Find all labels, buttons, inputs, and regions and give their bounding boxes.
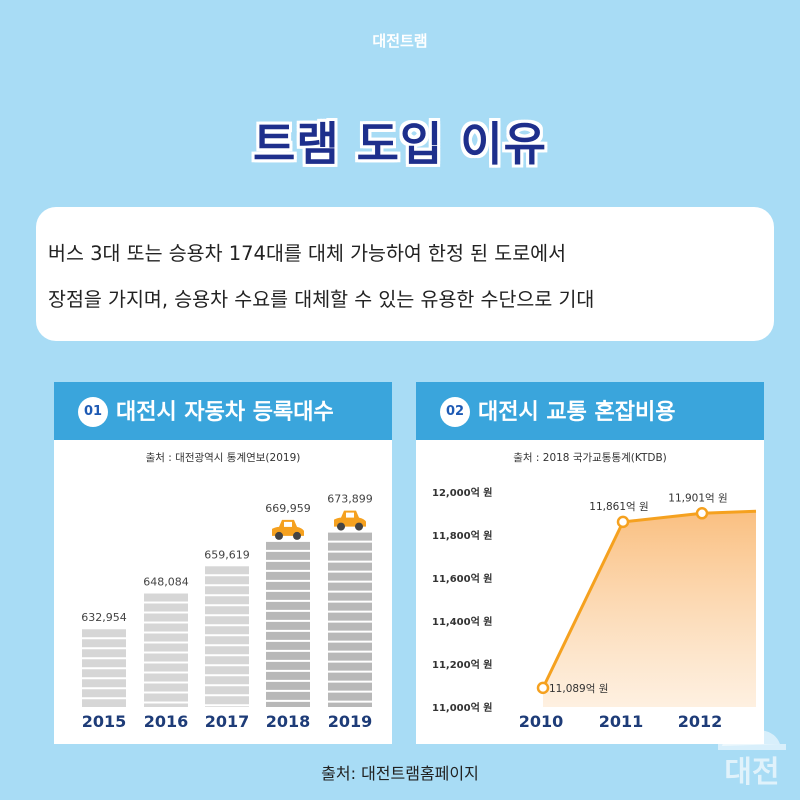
car-icon <box>334 510 366 531</box>
car-wheel <box>293 531 301 540</box>
registration-panel-header: 01 대전시 자동차 등록대수 <box>54 382 392 440</box>
panel-number-badge: 02 <box>440 397 470 427</box>
bar-fill <box>266 541 310 707</box>
car-body <box>272 519 304 536</box>
y-tick-label: 11,400억 원 <box>432 615 492 628</box>
bar-fill <box>144 593 188 707</box>
congestion-panel: 02 대전시 교통 혼잡비용 출처 : 2018 국가교통통계(KTDB) 11… <box>416 382 764 744</box>
series-line-tail <box>701 509 757 515</box>
data-label: 11,089억 원 <box>549 683 608 695</box>
congestion-panel-title: 대전시 교통 혼잡비용 <box>478 400 676 425</box>
area-fill <box>543 511 756 707</box>
y-tick-label: 11,000억 원 <box>432 701 492 714</box>
bar-value-label: 632,954 <box>81 611 127 624</box>
y-tick-label: 12,000억 원 <box>432 486 492 499</box>
watermark-text: 대전 <box>724 755 779 790</box>
bar-value-label: 648,084 <box>143 576 189 589</box>
registration-bar-chart: 632,954 2015 648,084 2016 659,619 2017 669,959… <box>81 493 373 731</box>
x-tick-label: 2018 <box>266 712 311 731</box>
description-line-2: 장점을 가지며, 승용차 수요를 대체할 수 있는 유용한 수단으로 기대 <box>48 288 595 311</box>
bar-value-label: 673,899 <box>327 493 373 506</box>
data-label: 11,861억 원 <box>589 501 648 513</box>
data-point <box>616 515 630 529</box>
description-line-1: 버스 3대 또는 승용차 174대를 대체 가능하여 한정 된 도로에서 <box>48 242 567 265</box>
car-wheel <box>337 522 345 531</box>
congestion-panel-header: 02 대전시 교통 혼잡비용 <box>416 382 764 440</box>
car-window <box>284 521 292 527</box>
y-tick-label: 11,200억 원 <box>432 658 492 671</box>
bar-2017 <box>205 566 249 707</box>
bar-2019 <box>328 532 372 707</box>
data-label: 11,901억 원 <box>668 492 727 504</box>
congestion-source: 출처 : 2018 국가교통통계(KTDB) <box>513 452 667 464</box>
x-tick-label: 2019 <box>328 712 373 731</box>
y-tick-label: 11,800억 원 <box>432 529 492 542</box>
x-tick-label: 2015 <box>82 712 127 731</box>
x-tick-label: 2010 <box>519 712 564 731</box>
x-tick-label: 2017 <box>205 712 250 731</box>
congestion-line-chart: 11,000억 원 11,200억 원 11,400억 원 11,600억 원 11,8… <box>432 486 757 731</box>
car-wheel <box>275 531 283 540</box>
registration-panel-title: 대전시 자동차 등록대수 <box>116 400 334 425</box>
bar-fill <box>205 566 249 707</box>
page-title: 트램 도입 이유 <box>253 117 547 171</box>
data-point <box>695 507 709 520</box>
y-tick-label: 11,600억 원 <box>432 572 492 585</box>
car-wheel <box>355 522 363 531</box>
panel-number-badge: 01 <box>78 397 108 427</box>
x-tick-label: 2016 <box>144 712 189 731</box>
watermark-logo: 대전 <box>712 720 792 790</box>
bar-value-label: 659,619 <box>204 548 250 561</box>
data-point <box>536 681 550 695</box>
registration-source: 출처 : 대전광역시 통계연보(2019) <box>145 452 301 464</box>
car-icon <box>272 519 304 540</box>
bar-value-label: 669,959 <box>265 502 311 515</box>
x-tick-label: 2011 <box>599 712 644 731</box>
bar-2018 <box>266 541 310 707</box>
brand-label: 대전트램 <box>372 32 428 50</box>
x-tick-label: 2012 <box>678 712 723 731</box>
car-body <box>334 510 366 527</box>
bar-2016 <box>144 593 188 707</box>
bar-2015 <box>82 629 126 707</box>
footer-source: 출처: 대전트램홈페이지 <box>321 764 479 783</box>
description-box: 버스 3대 또는 승용차 174대를 대체 가능하여 한정 된 도로에서 장점을… <box>36 207 774 341</box>
registration-panel: 01 대전시 자동차 등록대수 출처 : 대전광역시 통계연보(2019) 63… <box>54 382 392 744</box>
car-window <box>346 512 354 518</box>
